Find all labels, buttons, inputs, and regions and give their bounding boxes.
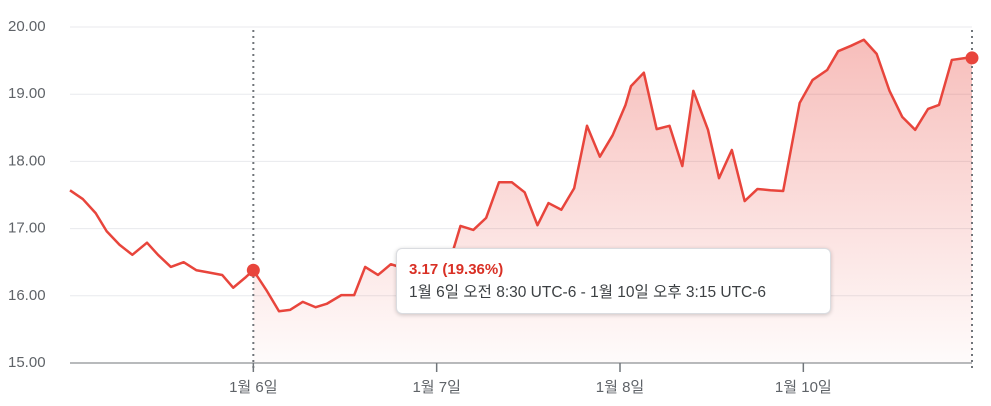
x-tick-label: 1월 6일 <box>229 379 277 396</box>
tooltip: 3.17 (19.36%) 1월 6일 오전 8:30 UTC-6 - 1월 1… <box>396 248 831 314</box>
selection-marker <box>246 263 260 277</box>
y-tick-label: 17.00 <box>8 220 46 237</box>
x-tick-label: 1월 10일 <box>775 379 832 396</box>
y-tick-label: 19.00 <box>8 85 46 102</box>
y-tick-label: 20.00 <box>8 18 46 35</box>
y-tick-label: 15.00 <box>8 354 46 371</box>
selection-marker <box>965 51 979 65</box>
area <box>253 39 973 363</box>
tooltip-change: 3.17 (19.36%) <box>409 261 504 278</box>
y-tick-label: 18.00 <box>8 152 46 169</box>
x-tick-label: 1월 8일 <box>596 379 644 396</box>
y-tick-label: 16.00 <box>8 287 46 304</box>
line <box>69 38 972 313</box>
x-tick-label: 1월 7일 <box>412 379 460 396</box>
tooltip-range: 1월 6일 오전 8:30 UTC-6 - 1월 10일 오후 3:15 UTC… <box>409 284 767 301</box>
